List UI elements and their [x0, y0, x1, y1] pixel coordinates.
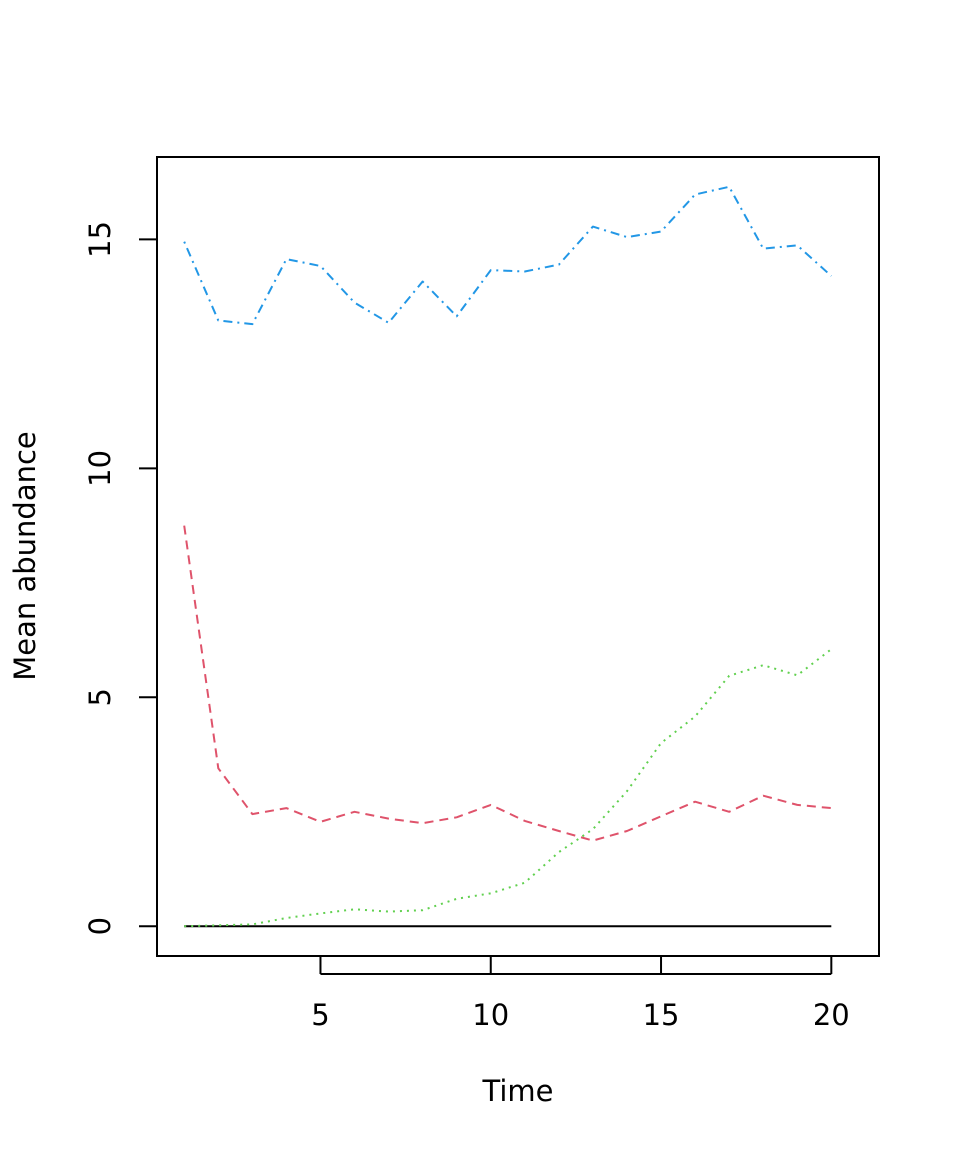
x-tick-label: 5	[311, 998, 329, 1032]
x-axis: 5 10 15 20	[311, 956, 850, 1032]
y-axis-title: Mean abundance	[8, 431, 42, 681]
x-tick-label: 10	[472, 998, 509, 1032]
y-axis: 0 5 10 15	[83, 221, 158, 935]
series-layer	[183, 185, 832, 928]
y-tick-label: 15	[83, 221, 117, 258]
y-tick-label: 0	[83, 917, 117, 935]
y-tick-label: 10	[83, 450, 117, 487]
y-tick-label: 5	[83, 688, 117, 706]
series-line-3	[184, 648, 832, 928]
x-tick-label: 15	[643, 998, 680, 1032]
x-tick-label: 20	[813, 998, 850, 1032]
series-line-2	[183, 525, 832, 842]
x-axis-title: Time	[482, 1074, 554, 1108]
series-line-4	[183, 185, 832, 326]
